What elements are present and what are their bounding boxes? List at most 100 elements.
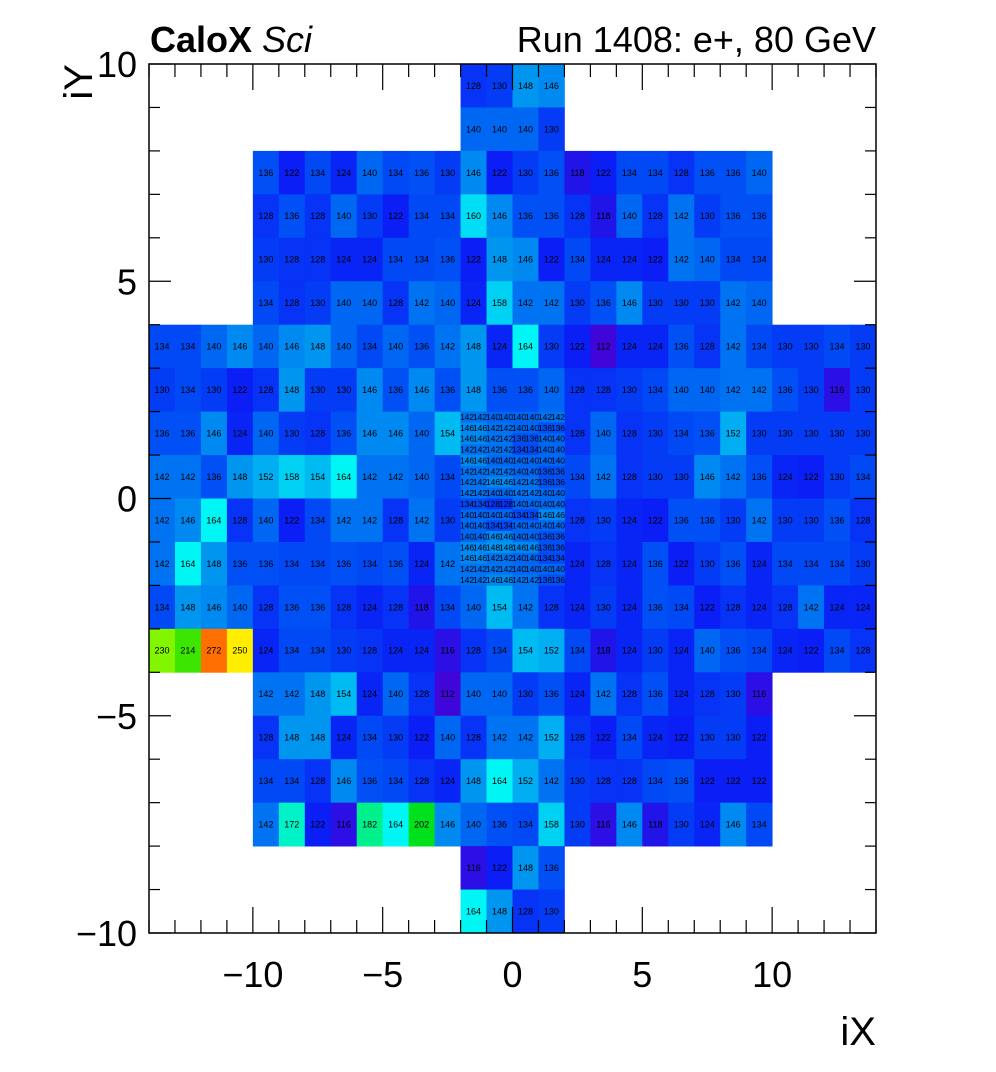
heatmap-cell (772, 368, 799, 412)
heatmap-cell (512, 487, 526, 499)
cell-value-label: 142 (460, 445, 474, 455)
heatmap-cell (486, 802, 513, 847)
heatmap-cell (720, 759, 747, 804)
cell-value-label: 128 (596, 385, 611, 395)
heatmap-cell (149, 368, 176, 412)
heatmap-cell (486, 465, 500, 478)
heatmap-cell (356, 715, 384, 760)
cell-value-label: 134 (830, 342, 845, 352)
heatmap-cell (694, 715, 721, 760)
cell-value-label: 142 (674, 255, 689, 265)
cell-value-label: 140 (525, 499, 539, 509)
cell-value-label: 140 (512, 423, 526, 433)
cell-value-label: 124 (388, 646, 403, 656)
heatmap-cell (252, 281, 280, 326)
heatmap-cell (512, 476, 526, 489)
y-tick-label: 10 (97, 44, 137, 85)
heatmap-cell (824, 324, 851, 369)
cell-value-label: 146 (473, 542, 487, 552)
cell-value-label: 142 (525, 488, 539, 498)
heatmap-cell (642, 802, 669, 847)
cell-value-label: 140 (362, 298, 377, 308)
heatmap-cell (330, 541, 358, 586)
cell-value-label: 136 (512, 434, 526, 444)
cell-value-label: 124 (336, 255, 351, 265)
heatmap-cell (473, 487, 487, 499)
heatmap-cell (551, 422, 565, 434)
heatmap-cell (720, 541, 747, 586)
cell-value-label: 154 (310, 472, 325, 482)
cell-value-label: 146 (525, 542, 539, 552)
heatmap-cell (551, 465, 565, 478)
heatmap-cell (590, 411, 617, 456)
cell-value-label: 122 (648, 255, 663, 265)
heatmap-cell (330, 628, 358, 673)
cell-value-label: 130 (778, 515, 793, 525)
cell-value-label: 140 (492, 124, 507, 134)
heatmap-cell (525, 433, 539, 445)
cell-value-label: 130 (544, 906, 559, 916)
heatmap-cell (252, 759, 280, 804)
cell-value-label: 140 (258, 342, 273, 352)
cell-value-label: 130 (856, 428, 871, 438)
heatmap-cell (798, 411, 825, 456)
cell-value-label: 140 (499, 412, 513, 422)
cell-value-label: 130 (440, 515, 455, 525)
heatmap-cell (356, 237, 384, 282)
cell-value-label: 140 (473, 521, 487, 531)
cell-value-label: 128 (310, 776, 325, 786)
y-tick-label: 0 (117, 479, 137, 520)
run-title: Run 1408: e+, 80 GeV (517, 19, 876, 60)
cell-value-label: 134 (752, 820, 767, 830)
heatmap-cell (486, 107, 513, 152)
heatmap-cell (616, 324, 643, 369)
cell-value-label: 134 (518, 820, 533, 830)
heatmap-cell (499, 552, 513, 565)
heatmap-cell (382, 628, 410, 673)
heatmap-cell (512, 541, 526, 554)
heatmap-cell (525, 476, 539, 489)
heatmap-cell (356, 585, 384, 630)
cell-value-label: 140 (362, 168, 377, 178)
cell-value-label: 146 (466, 168, 481, 178)
heatmap-cell (720, 194, 747, 239)
heatmap-cell (772, 628, 799, 673)
cell-value-label: 136 (551, 542, 565, 552)
cell-value-label: 130 (596, 515, 611, 525)
cell-value-label: 128 (778, 602, 793, 612)
cell-value-label: 128 (486, 499, 500, 509)
cell-value-label: 128 (414, 689, 429, 699)
cell-value-label: 124 (674, 689, 689, 699)
cell-value-label: 128 (596, 559, 611, 569)
cell-value-label: 128 (856, 646, 871, 656)
heatmap-cell (304, 324, 332, 369)
heatmap-cell (538, 628, 565, 673)
heatmap-cell (564, 150, 591, 195)
cell-value-label: 140 (473, 531, 487, 541)
heatmap-cell (538, 476, 552, 489)
cell-value-label: 130 (336, 385, 351, 395)
cell-value-label: 136 (674, 515, 689, 525)
cell-value-label: 116 (337, 820, 351, 830)
heatmap-cell (304, 194, 332, 239)
cell-value-label: 140 (232, 602, 247, 612)
cell-value-label: 142 (473, 477, 487, 487)
heatmap-cell (642, 715, 669, 760)
cell-value-label: 128 (258, 211, 273, 221)
cell-value-label: 140 (752, 298, 767, 308)
heatmap-cell (356, 411, 384, 456)
cell-value-label: 130 (648, 428, 663, 438)
heatmap-cell (551, 444, 565, 456)
cell-value-label: 142 (460, 466, 474, 476)
heatmap-cell (460, 846, 487, 890)
heatmap-cell (499, 574, 513, 586)
heatmap-cell (460, 552, 474, 565)
heatmap-cell (772, 541, 799, 586)
heatmap-cell (460, 150, 487, 195)
heatmap-cell (278, 368, 306, 412)
cell-value-label: 146 (460, 553, 474, 563)
cell-value-label: 148 (180, 602, 195, 612)
cell-value-label: 128 (362, 646, 377, 656)
heatmap-cell (824, 585, 851, 630)
heatmap-cell (356, 759, 384, 804)
